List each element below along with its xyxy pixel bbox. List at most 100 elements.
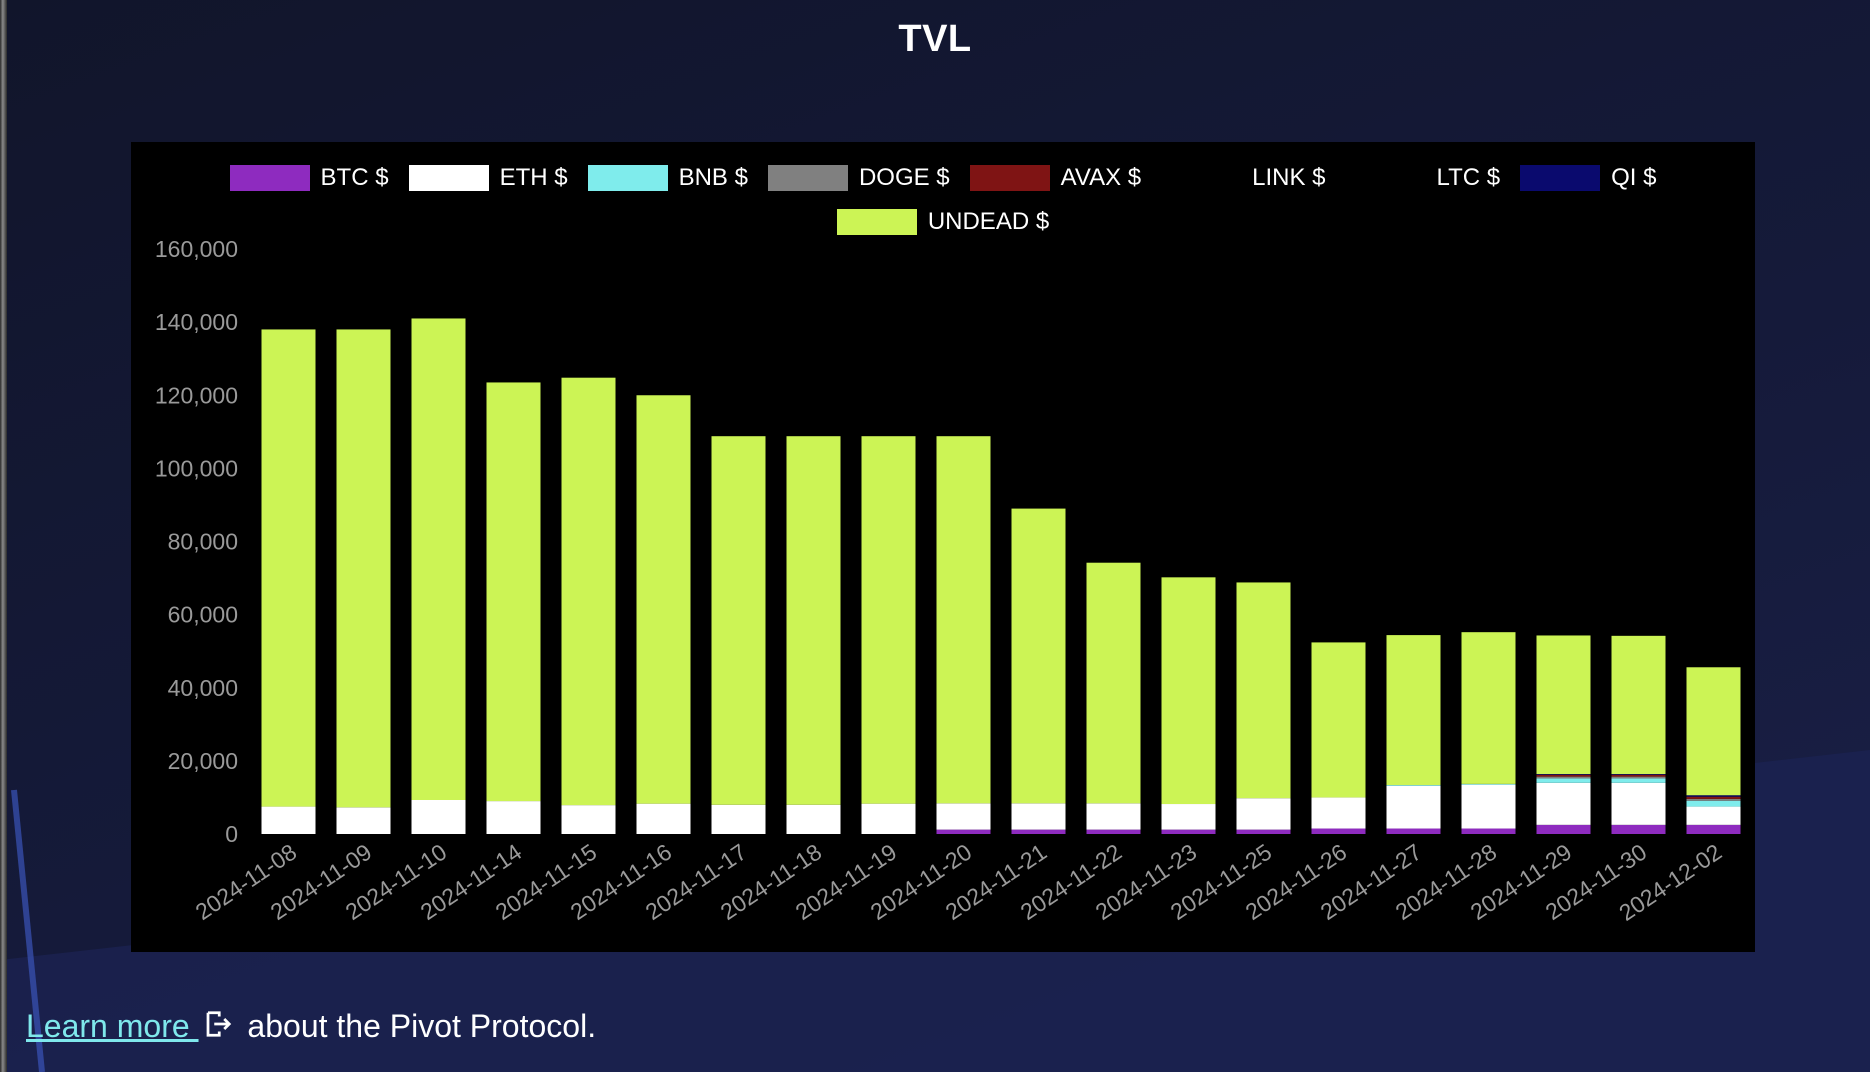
- legend-label: LTC $: [1436, 164, 1501, 191]
- bar-segment[interactable]: [1311, 642, 1366, 798]
- legend-swatch: [969, 165, 1050, 191]
- legend-swatch: [836, 209, 917, 235]
- legend-swatch: [1161, 165, 1242, 191]
- bar-segment[interactable]: [1236, 829, 1291, 834]
- y-tick-label: 140,000: [155, 309, 238, 335]
- chart-legend: BTC $ ETH $ BNB $ DOGE $ AVAX $ LINK $ LTC $ QI…: [131, 156, 1755, 244]
- bar-segment[interactable]: [936, 436, 991, 804]
- legend-swatch: [229, 165, 310, 191]
- bar-segment[interactable]: [786, 804, 841, 834]
- window-edge: [0, 0, 7, 1072]
- bar-segment[interactable]: [336, 329, 391, 808]
- bar-segment[interactable]: [561, 805, 616, 834]
- bar-segment[interactable]: [1611, 635, 1666, 775]
- bar-segment[interactable]: [561, 377, 616, 806]
- legend-swatch: [767, 165, 848, 191]
- footer-suffix: about the Pivot Protocol.: [238, 1008, 597, 1044]
- legend-item[interactable]: ETH $: [408, 164, 568, 192]
- legend-label: AVAX $: [1060, 164, 1142, 191]
- bar-segment[interactable]: [1011, 508, 1066, 804]
- legend-item[interactable]: DOGE $: [767, 164, 950, 192]
- footer-text: Learn more about the Pivot Protocol.: [26, 1008, 596, 1045]
- legend-item[interactable]: BNB $: [587, 164, 748, 192]
- bar-segment[interactable]: [1086, 829, 1141, 834]
- bar-segment[interactable]: [786, 436, 841, 805]
- bar-segment[interactable]: [1611, 782, 1666, 825]
- bar-segment[interactable]: [1386, 635, 1441, 786]
- y-tick-label: 60,000: [168, 602, 238, 628]
- bar-segment[interactable]: [1461, 784, 1516, 829]
- bar-segment[interactable]: [1461, 828, 1516, 834]
- legend-item[interactable]: LTC $: [1345, 164, 1501, 192]
- bar-segment[interactable]: [1161, 829, 1216, 834]
- bar-segment[interactable]: [711, 804, 766, 834]
- bar-segment[interactable]: [1536, 778, 1591, 783]
- y-tick-label: 160,000: [155, 236, 238, 262]
- bar-segment[interactable]: [411, 318, 466, 800]
- bar-segment[interactable]: [1236, 582, 1291, 799]
- bar-segment[interactable]: [1686, 795, 1741, 797]
- legend-item[interactable]: LINK $: [1161, 164, 1326, 192]
- bar-segment[interactable]: [1686, 824, 1741, 834]
- bar-segment[interactable]: [1611, 774, 1666, 775]
- external-link-icon[interactable]: [203, 1009, 233, 1039]
- bar-segment[interactable]: [1311, 828, 1366, 834]
- legend-item[interactable]: UNDEAD $: [836, 208, 1049, 236]
- legend-row: BTC $ ETH $ BNB $ DOGE $ AVAX $ LINK $ LTC $ QI…: [131, 156, 1755, 200]
- bar-segment[interactable]: [1536, 776, 1591, 779]
- bar-segment[interactable]: [1086, 803, 1141, 830]
- bar-segment[interactable]: [1686, 798, 1741, 801]
- bar-segment[interactable]: [486, 382, 541, 802]
- bar-segment[interactable]: [1386, 785, 1441, 829]
- bar-segment[interactable]: [1386, 828, 1441, 834]
- legend-swatch: [1345, 165, 1426, 191]
- legend-item[interactable]: AVAX $: [969, 164, 1142, 192]
- legend-item[interactable]: BTC $: [229, 164, 389, 192]
- bar-segment[interactable]: [1386, 785, 1441, 786]
- bar-segment[interactable]: [861, 803, 916, 834]
- bar-segment[interactable]: [1161, 577, 1216, 805]
- bar-segment[interactable]: [1536, 824, 1591, 834]
- bar-segment[interactable]: [1536, 782, 1591, 825]
- learn-more-link[interactable]: Learn more: [26, 1008, 199, 1044]
- bar-segment[interactable]: [1461, 783, 1516, 785]
- bar-segment[interactable]: [1461, 632, 1516, 784]
- bar-segment[interactable]: [1086, 562, 1141, 804]
- bar-segment[interactable]: [1611, 778, 1666, 783]
- bar-segment[interactable]: [1536, 774, 1591, 775]
- y-tick-label: 80,000: [168, 529, 238, 555]
- bar-segment[interactable]: [261, 806, 316, 834]
- bar-segment[interactable]: [1161, 804, 1216, 830]
- bar-segment[interactable]: [636, 395, 691, 804]
- y-tick-label: 0: [225, 821, 238, 847]
- bar-segment[interactable]: [1011, 803, 1066, 830]
- bar-segment[interactable]: [336, 807, 391, 834]
- y-tick-label: 120,000: [155, 382, 238, 408]
- bar-segment[interactable]: [1236, 798, 1291, 830]
- bar-segment[interactable]: [1011, 829, 1066, 834]
- legend-item[interactable]: QI $: [1520, 164, 1656, 192]
- bar-segment[interactable]: [1686, 800, 1741, 807]
- bar-segment[interactable]: [1611, 824, 1666, 834]
- bar-segment[interactable]: [261, 329, 316, 807]
- bar-segment[interactable]: [1536, 635, 1591, 775]
- bar-segment[interactable]: [1686, 806, 1741, 825]
- bar-segment[interactable]: [486, 801, 541, 834]
- y-tick-label: 100,000: [155, 455, 238, 481]
- bar-segment[interactable]: [1686, 667, 1741, 796]
- bar-segment[interactable]: [1611, 774, 1666, 777]
- bar-segment[interactable]: [1536, 774, 1591, 777]
- bar-segment[interactable]: [936, 829, 991, 834]
- bar-segment[interactable]: [711, 436, 766, 805]
- bar-segment[interactable]: [1311, 797, 1366, 829]
- bar-segment[interactable]: [1686, 796, 1741, 799]
- bar-segment[interactable]: [861, 436, 916, 804]
- legend-swatch: [408, 165, 489, 191]
- y-tick-label: 20,000: [168, 748, 238, 774]
- legend-swatch: [1520, 165, 1601, 191]
- legend-label: DOGE $: [858, 164, 950, 191]
- bar-segment[interactable]: [411, 800, 466, 834]
- bar-segment[interactable]: [1611, 776, 1666, 779]
- bar-segment[interactable]: [636, 803, 691, 834]
- bar-segment[interactable]: [936, 803, 991, 830]
